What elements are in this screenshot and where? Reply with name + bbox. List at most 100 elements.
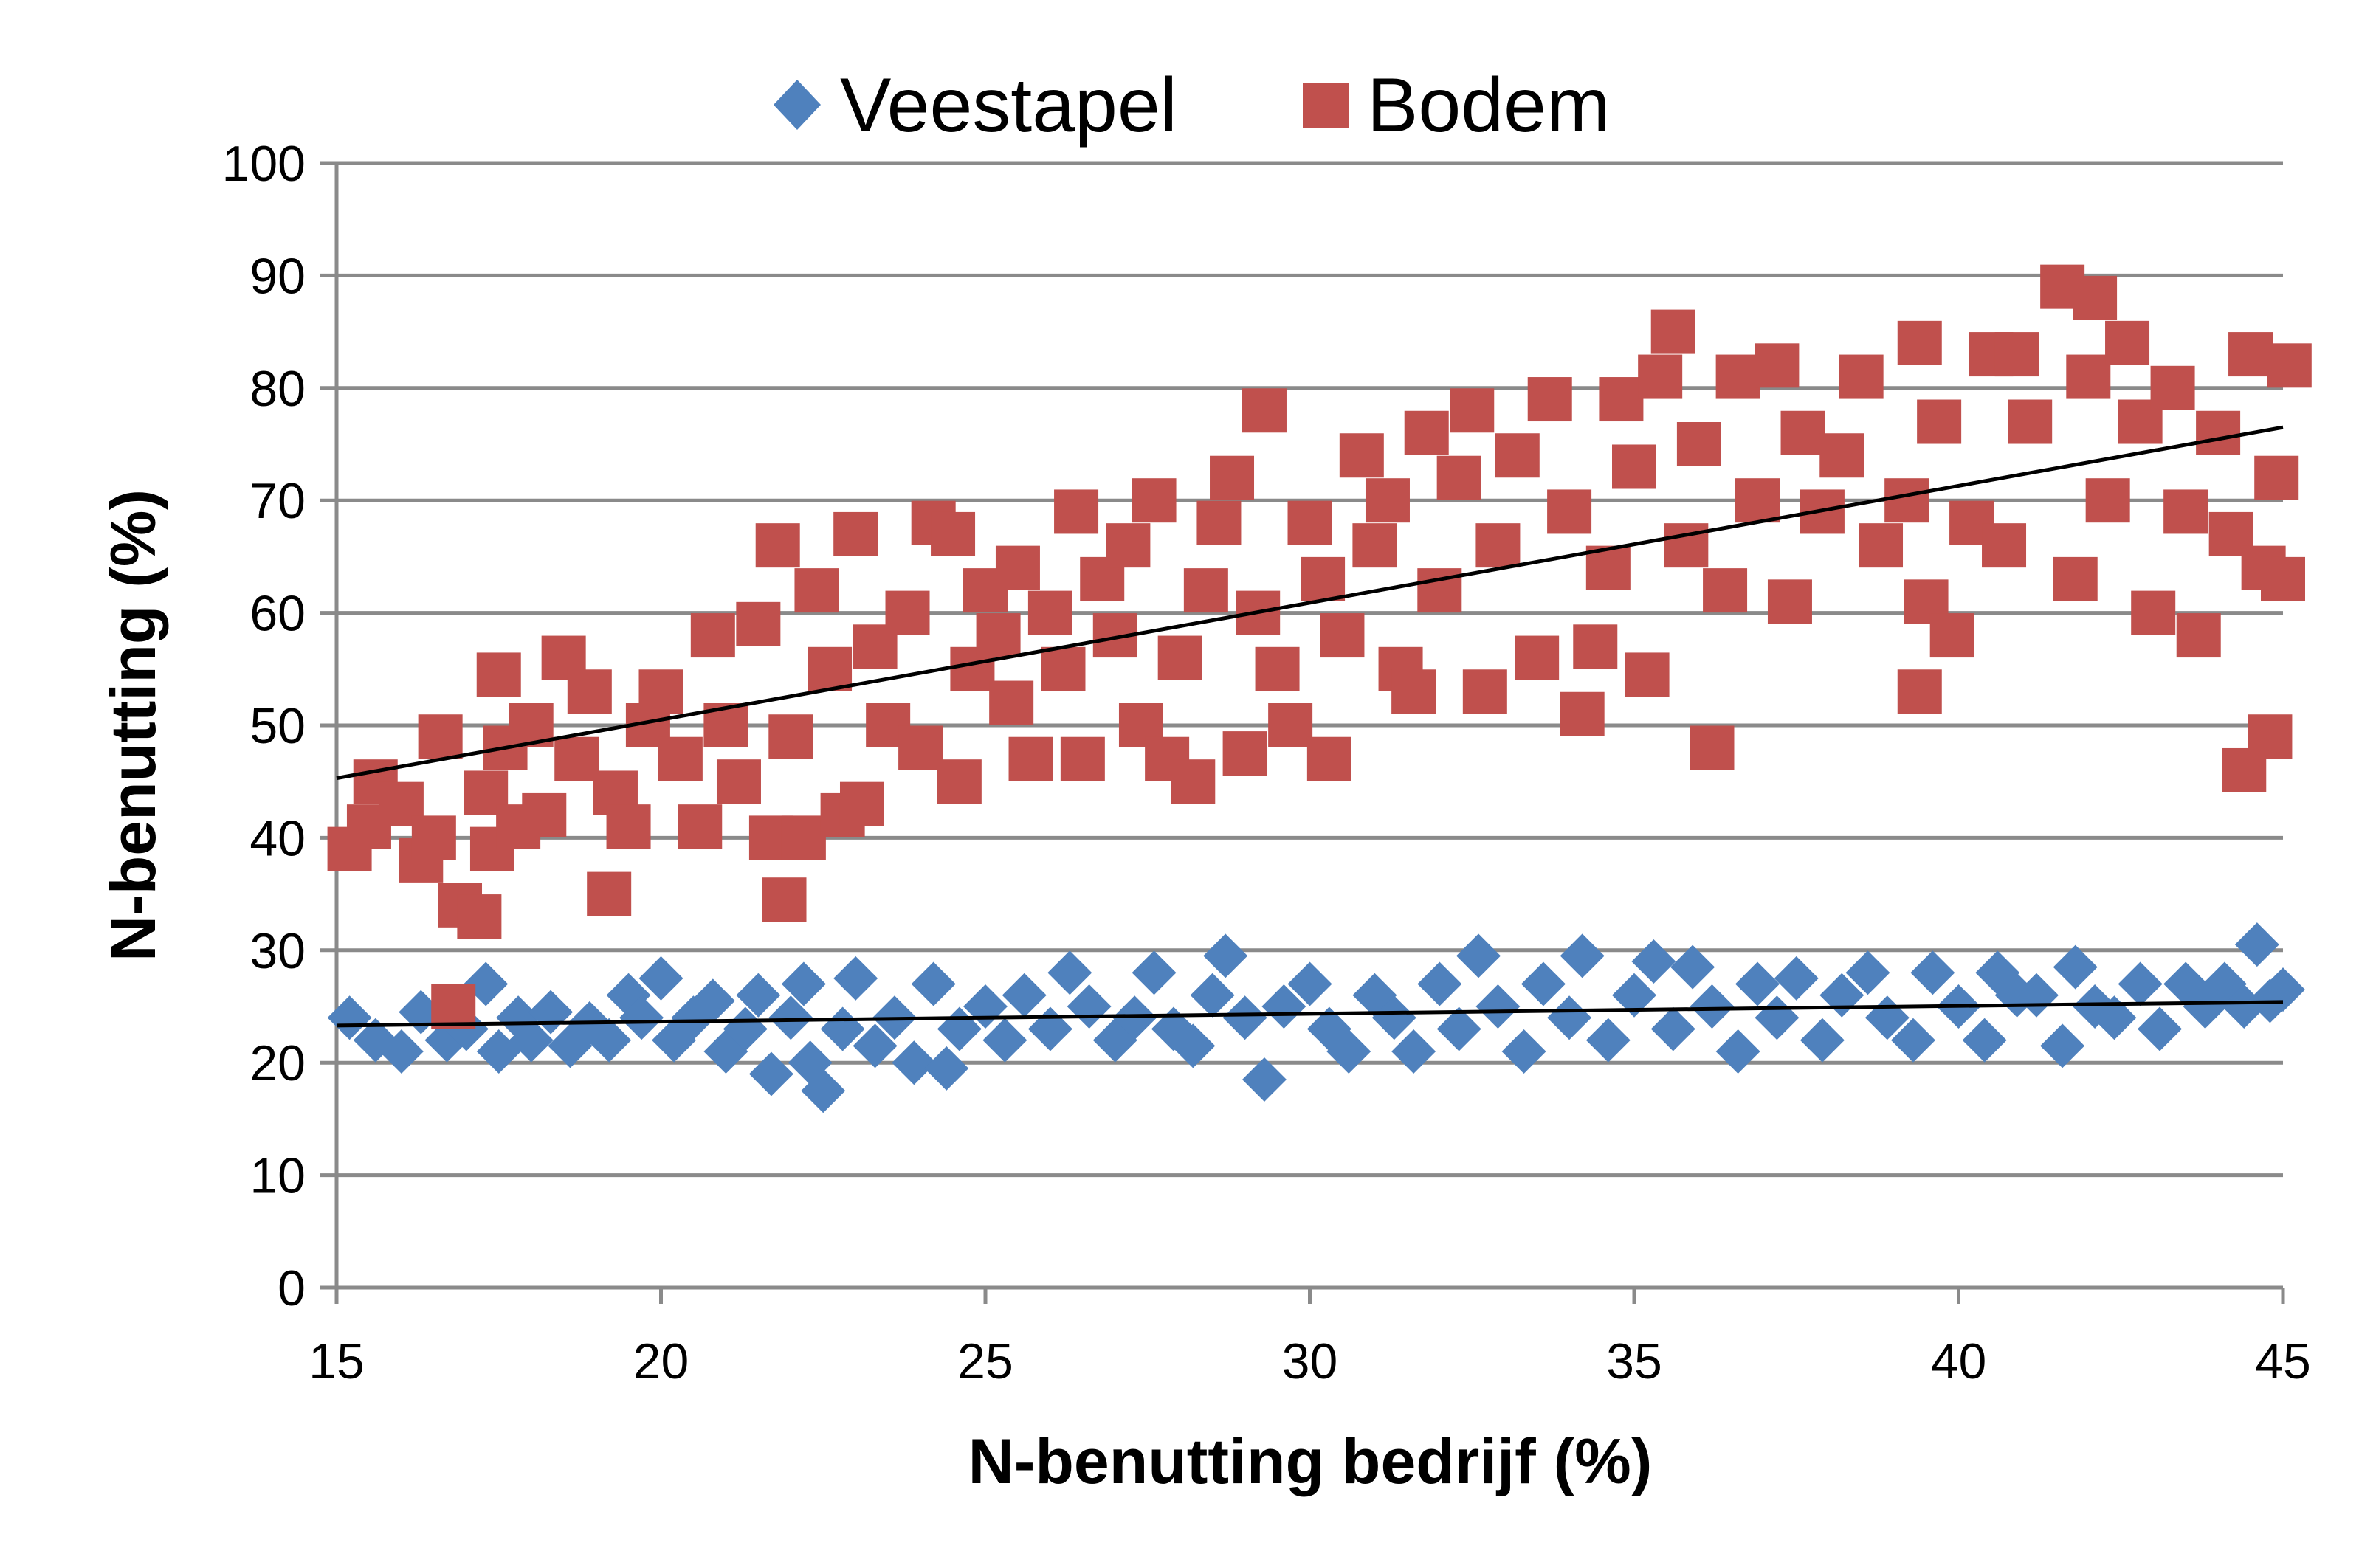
bodem-point: [2085, 478, 2130, 523]
bodem-point: [1196, 500, 1242, 545]
bodem-point: [1599, 377, 1644, 422]
bodem-point: [2053, 556, 2098, 601]
bodem-point: [1352, 523, 1397, 568]
bodem-point: [755, 523, 800, 568]
bodem-point: [2150, 365, 2195, 410]
y-tick-labels: 0 10 20 30 40 50 60 70 80 90 100: [222, 136, 306, 1316]
bodem-point: [411, 815, 456, 860]
bodem-point: [2008, 399, 2053, 444]
y-tick-label: 60: [249, 586, 306, 642]
bodem-point: [567, 669, 612, 714]
bodem-point: [1638, 354, 1683, 399]
y-tick-label: 80: [249, 361, 306, 417]
veestapel-point: [1171, 1023, 1216, 1068]
bodem-point: [1157, 635, 1202, 680]
bodem-point: [1625, 652, 1670, 697]
veestapel-point: [911, 961, 956, 1006]
bodem-point: [1560, 691, 1605, 736]
y-tick-label: 30: [249, 923, 306, 979]
veestapel-point: [1475, 984, 1521, 1029]
veestapel-point: [1436, 1006, 1481, 1051]
legend-diamond-icon: [774, 80, 821, 130]
veestapel-point: [1670, 944, 1715, 990]
bodem-point: [1106, 523, 1151, 568]
bodem-point: [1404, 410, 1449, 455]
veestapel-point: [1027, 1006, 1072, 1051]
bodem-point: [418, 714, 463, 759]
veestapel-point: [1800, 1018, 1845, 1063]
series-bodem: [327, 264, 2312, 1029]
bodem-point: [885, 590, 930, 635]
bodem-point: [989, 680, 1034, 725]
y-tick-label: 100: [222, 136, 306, 192]
bodem-point: [1612, 444, 1656, 489]
bodem-point: [1859, 523, 1904, 568]
bodem-point: [1287, 500, 1332, 545]
bodem-point: [1917, 399, 1962, 444]
legend-square-icon: [1303, 83, 1349, 128]
veestapel-point: [748, 1051, 793, 1096]
x-tick-label: 20: [633, 1333, 689, 1389]
bodem-point: [716, 759, 761, 804]
veestapel-point: [1456, 933, 1501, 978]
veestapel-point: [1890, 1018, 1935, 1063]
bodem-point: [1255, 646, 1300, 691]
bodem-point: [2248, 714, 2293, 759]
bodem-point: [1839, 354, 1884, 399]
bodem-point: [431, 984, 476, 1029]
bodem-point: [1527, 377, 1572, 422]
veestapel-point: [2040, 1023, 2085, 1068]
bodem-point: [1715, 354, 1760, 399]
bodem-point: [762, 877, 807, 922]
bodem-point: [1027, 590, 1072, 635]
bodem-point: [1339, 433, 1384, 478]
legend-label-bodem: Bodem: [1367, 63, 1611, 148]
bodem-point: [976, 613, 1021, 658]
y-tick-label: 20: [249, 1035, 306, 1091]
veestapel-point: [1242, 1057, 1287, 1102]
bodem-point: [808, 646, 853, 691]
x-tick-label: 35: [1606, 1333, 1662, 1389]
y-tick-label: 50: [249, 698, 306, 754]
bodem-point: [658, 736, 703, 781]
veestapel-point: [1047, 950, 1092, 995]
y-tick-label: 10: [249, 1148, 306, 1204]
veestapel-point: [2118, 961, 2163, 1006]
bodem-point: [781, 815, 826, 860]
trendline-veestapel: [336, 1000, 2284, 1028]
bodem-point: [1650, 309, 1695, 354]
x-axis-title: N-benutting bedrijf (%): [968, 1426, 1653, 1497]
x-tick-label: 30: [1282, 1333, 1338, 1389]
bodem-point: [1210, 455, 1255, 500]
bodem-point: [931, 511, 976, 556]
y-tick-label: 90: [249, 248, 306, 304]
bodem-point: [1391, 669, 1436, 714]
veestapel-point: [327, 995, 372, 1040]
veestapel-point: [1612, 973, 1656, 1018]
series-veestapel: [327, 922, 2305, 1113]
bodem-point: [1982, 523, 2027, 568]
veestapel-point: [1715, 1029, 1760, 1074]
bodem-point: [2267, 343, 2312, 388]
bodem-point: [2254, 455, 2299, 500]
veestapel-point: [1631, 939, 1676, 984]
bodem-point: [1060, 736, 1105, 781]
y-axis-title: N-benutting (%): [98, 489, 169, 961]
veestapel-point: [2234, 922, 2279, 967]
legend: Veestapel Bodem: [774, 63, 1611, 148]
veestapel-point: [1002, 973, 1047, 1018]
veestapel-point: [1501, 1029, 1546, 1074]
veestapel-point: [1755, 995, 1800, 1040]
veestapel-point: [638, 956, 683, 1001]
bodem-point: [1320, 613, 1365, 658]
bodem-point: [1242, 388, 1287, 433]
bodem-point: [1222, 731, 1267, 776]
x-tick-labels: 15 20 25 30 35 40 45: [309, 1333, 2311, 1389]
bodem-point: [2073, 275, 2118, 320]
bodem-point: [1171, 759, 1216, 804]
bodem-point: [606, 804, 651, 849]
veestapel-point: [1261, 984, 1306, 1029]
bodem-point: [1884, 478, 1929, 523]
bodem-point: [522, 792, 567, 837]
